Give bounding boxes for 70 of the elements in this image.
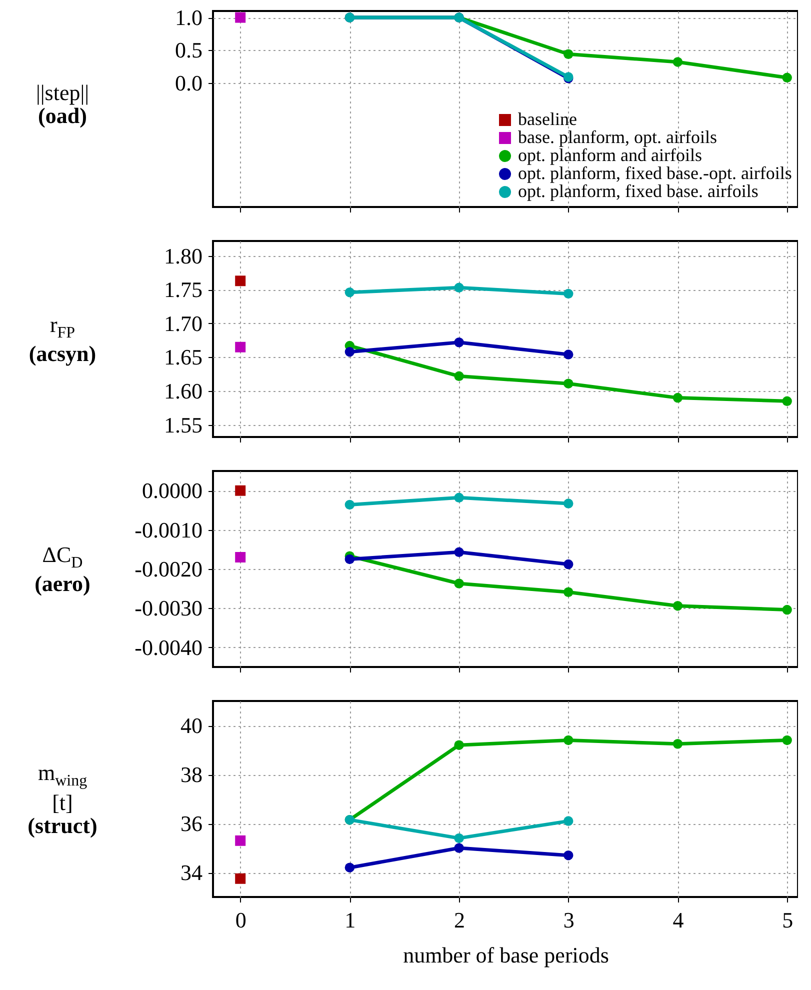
y-tick-label: -0.0040 bbox=[134, 634, 202, 660]
x-tick-label: 4 bbox=[672, 908, 684, 932]
point bbox=[454, 282, 464, 292]
point bbox=[782, 396, 792, 406]
y-tick-label: 1.65 bbox=[164, 344, 202, 370]
y-tick-label: 40 bbox=[180, 713, 202, 738]
point bbox=[344, 862, 355, 872]
point bbox=[235, 342, 246, 352]
x-tick-label: 2 bbox=[454, 908, 466, 932]
y-tick-label: 38 bbox=[180, 762, 202, 787]
y-axis-title: r$_{FP}$ (acsyn) bbox=[28, 312, 98, 366]
point bbox=[564, 378, 574, 388]
x-tick-label: 5 bbox=[782, 908, 794, 932]
point bbox=[344, 288, 355, 298]
point bbox=[672, 739, 683, 749]
point bbox=[564, 559, 574, 570]
y-tick-label: 0.0 bbox=[175, 70, 202, 96]
x-tick-label: 0 bbox=[235, 908, 246, 932]
point bbox=[672, 57, 683, 67]
point bbox=[235, 276, 246, 286]
point bbox=[235, 12, 246, 23]
point bbox=[454, 338, 464, 348]
point bbox=[454, 740, 464, 750]
point bbox=[235, 485, 246, 496]
y-axis-title: ΔC$_{D}$ (aero) bbox=[34, 542, 92, 596]
point bbox=[564, 850, 574, 860]
y-tick-label: -0.0030 bbox=[134, 596, 202, 621]
y-axis-title: m$_{wing}$ [t] (struct) bbox=[26, 760, 98, 838]
point bbox=[782, 735, 792, 746]
y-tick-label: 0.0000 bbox=[142, 478, 202, 504]
point bbox=[454, 578, 464, 588]
point bbox=[564, 49, 574, 59]
y-tick-label: 1.80 bbox=[164, 243, 202, 268]
point bbox=[672, 600, 683, 611]
point bbox=[564, 816, 574, 826]
y-tick-label: 0.5 bbox=[175, 38, 202, 63]
point bbox=[782, 604, 792, 615]
y-tick-label: 36 bbox=[180, 811, 202, 836]
x-tick-label: 3 bbox=[563, 908, 574, 932]
point bbox=[672, 392, 683, 403]
y-tick-label: 34 bbox=[180, 860, 202, 885]
point bbox=[564, 498, 574, 508]
y-tick-label: 1.70 bbox=[164, 310, 202, 336]
y-tick-label: -0.0020 bbox=[134, 556, 202, 582]
point bbox=[235, 873, 246, 884]
point bbox=[564, 587, 574, 597]
point bbox=[454, 833, 464, 844]
legend-label: baseline bbox=[518, 109, 577, 129]
y-tick-label: -0.0010 bbox=[134, 517, 202, 542]
point bbox=[344, 500, 355, 510]
point bbox=[454, 547, 464, 558]
point bbox=[235, 835, 246, 846]
point bbox=[344, 554, 355, 564]
point bbox=[564, 735, 574, 746]
point bbox=[235, 552, 246, 562]
y-tick-label: 1.75 bbox=[164, 277, 202, 302]
point bbox=[782, 72, 792, 83]
y-tick-label: 1.55 bbox=[164, 412, 202, 438]
point bbox=[564, 350, 574, 360]
point bbox=[564, 288, 574, 299]
x-tick-label: 1 bbox=[344, 908, 356, 932]
y-tick-label: 1.60 bbox=[164, 378, 202, 404]
point bbox=[454, 843, 464, 853]
legend-label: base. planform, opt. airfoils bbox=[518, 127, 717, 147]
point bbox=[454, 492, 464, 503]
point bbox=[454, 371, 464, 382]
point bbox=[344, 346, 355, 357]
y-tick-label: 1.0 bbox=[175, 5, 202, 30]
y-axis-title: ||step|| (oad) bbox=[34, 80, 90, 128]
x-axis-title: number of base periods bbox=[403, 942, 609, 968]
